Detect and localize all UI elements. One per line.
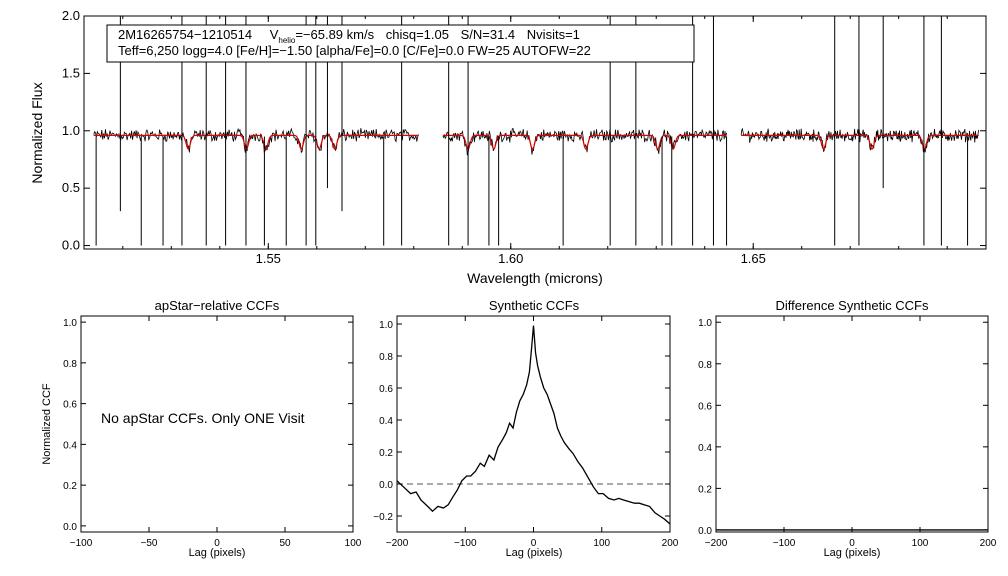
difference-ccf-x-tick-label: −100	[773, 538, 796, 549]
difference-ccf-y-tick-label: 0.4	[698, 443, 712, 454]
model-spectrum-segment	[442, 134, 727, 151]
spectrum-y-tick-label: 0.5	[62, 180, 80, 195]
spectrum-y-tick-label: 0.0	[62, 238, 80, 253]
difference-ccf-x-tick-label: 0	[849, 538, 855, 549]
synthetic-ccf-y-tick-label: 0.0	[379, 480, 393, 491]
apstar-ccf-y-axis-title: Normalized CCF	[41, 383, 53, 465]
synthetic-ccf-x-tick-label: −100	[454, 538, 477, 549]
spectrum-plot-frame	[83, 15, 987, 250]
difference-ccf-panel: Difference Synthetic CCFs −200 −100 0 100 20…	[698, 298, 997, 559]
spectrum-x-tick-label: 1.60	[498, 251, 523, 266]
spectrum-x-tick-label: 1.55	[256, 251, 281, 266]
difference-ccf-x-axis-title: Lag (pixels)	[824, 547, 881, 559]
chisq-value: chisq=1.05	[386, 27, 449, 42]
synthetic-ccf-x-tick-label: 200	[662, 538, 679, 549]
spectrum-ticks: 1.55 1.60 1.65 0.0 0.5 1.0 1.5 2.0	[62, 8, 986, 266]
difference-ccf-title: Difference Synthetic CCFs	[776, 298, 929, 313]
star-id: 2M16265754−1210514	[118, 27, 252, 42]
synthetic-ccf-y-tick-label: 0.8	[379, 352, 393, 363]
observed-spectrum-segment	[740, 127, 980, 153]
info-line-1: 2M16265754−1210514 Vhelio=−65.89 km/s ch…	[118, 27, 580, 45]
synthetic-ccf-line	[396, 325, 671, 525]
apstar-ccf-y-tick-label: 1.0	[63, 318, 77, 329]
synthetic-ccf-y-tick-label: 0.4	[379, 416, 393, 427]
info-box	[106, 24, 695, 63]
apstar-ccf-x-tick-label: 100	[345, 538, 362, 549]
vhelio-prefix: V	[270, 27, 279, 42]
difference-ccf-y-tick-label: 1.0	[698, 318, 712, 329]
apstar-ccf-x-tick-label: −100	[70, 538, 93, 549]
nvisits-value: Nvisits=1	[527, 27, 580, 42]
info-line-2: Teff=6,250 logg=4.0 [Fe/H]=−1.50 [alpha/…	[118, 43, 591, 58]
synthetic-ccf-x-tick-label: 0	[531, 538, 537, 549]
spectrum-y-tick-label: 1.0	[62, 123, 80, 138]
spectrum-x-axis-title: Wavelength (microns)	[467, 270, 603, 286]
apstar-ccf-y-tick-label: 0.6	[63, 400, 77, 411]
spectrum-y-tick-label: 2.0	[62, 8, 80, 23]
apstar-ccf-ticks: −100 −50 0 50 100 0.0 0.2 0.4 0.6 0.8 1.0	[63, 316, 362, 549]
apstar-ccf-y-tick-label: 0.0	[63, 522, 77, 533]
spectrum-panel: 1.55 1.60 1.65 0.0 0.5 1.0 1.5 2.0 2M16265754−1…	[29, 8, 987, 286]
difference-ccf-y-tick-label: 0.2	[698, 484, 712, 495]
spectrum-y-axis-title: Normalized Flux	[29, 82, 45, 183]
apstar-ccf-x-axis-title: Lag (pixels)	[189, 547, 246, 559]
vhelio-subscript: helio	[278, 36, 295, 45]
synthetic-ccf-panel: Synthetic CCFs −200 −100 0 100 200 −0.2 0.0 0.2…	[373, 298, 679, 559]
apstar-ccf-title: apStar−relative CCFs	[155, 298, 280, 313]
synthetic-ccf-y-tick-label: 0.6	[379, 384, 393, 395]
difference-ccf-ticks: −200 −100 0 100 200 0.0 0.2 0.4 0.6 0.8 1.0	[698, 316, 997, 549]
model-spectrum-segment	[741, 134, 979, 150]
apstar-ccf-x-tick-label: 0	[214, 538, 220, 549]
synthetic-ccf-title: Synthetic CCFs	[489, 298, 580, 313]
spectrum-x-tick-label: 1.65	[741, 251, 766, 266]
apstar-ccf-y-tick-label: 0.4	[63, 440, 77, 451]
synthetic-ccf-x-tick-label: −200	[386, 538, 409, 549]
synthetic-ccf-y-tick-label: 1.0	[379, 320, 393, 331]
spectrum-y-tick-label: 1.5	[62, 65, 80, 80]
snr-value: S/N=31.4	[461, 27, 516, 42]
synthetic-ccf-data-layer	[396, 325, 671, 525]
difference-ccf-x-tick-label: −200	[705, 538, 728, 549]
difference-ccf-x-tick-label: 200	[980, 538, 997, 549]
difference-ccf-x-tick-label: 100	[912, 538, 929, 549]
vhelio-value: =−65.89 km/s	[295, 27, 374, 42]
apstar-ccf-x-tick-label: −50	[141, 538, 158, 549]
synthetic-ccf-x-axis-title: Lag (pixels)	[506, 547, 563, 559]
apstar-ccf-note: No apStar CCFs. Only ONE Visit	[101, 410, 305, 426]
apstar-ccf-y-tick-label: 0.2	[63, 481, 77, 492]
apstar-ccf-x-tick-label: 50	[279, 538, 291, 549]
apstar-ccf-panel: apStar−relative CCFs −100 −50 0 50 100 0.0 0.2…	[41, 298, 362, 559]
model-spectrum-segment	[93, 134, 419, 151]
synthetic-ccf-y-tick-label: 0.2	[379, 448, 393, 459]
observed-spectrum-segment	[93, 127, 419, 154]
synthetic-ccf-y-tick-label: −0.2	[373, 512, 393, 523]
difference-ccf-y-tick-label: 0.6	[698, 401, 712, 412]
apstar-ccf-y-tick-label: 0.8	[63, 359, 77, 370]
difference-ccf-y-tick-label: 0.0	[698, 526, 712, 537]
difference-ccf-y-tick-label: 0.8	[698, 360, 712, 371]
synthetic-ccf-ticks: −200 −100 0 100 200 −0.2 0.0 0.2 0.4 0.6 0.8 1.0	[373, 316, 679, 549]
synthetic-ccf-x-tick-label: 100	[593, 538, 610, 549]
